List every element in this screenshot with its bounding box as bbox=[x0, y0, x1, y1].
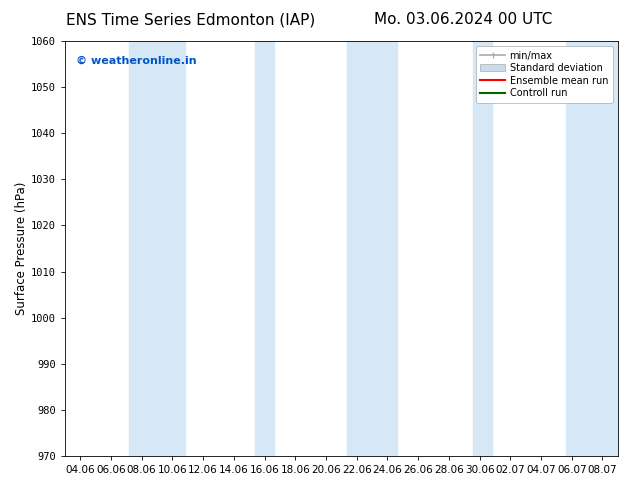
Bar bbox=[347, 41, 397, 456]
Text: Mo. 03.06.2024 00 UTC: Mo. 03.06.2024 00 UTC bbox=[373, 12, 552, 27]
Text: © weatheronline.in: © weatheronline.in bbox=[76, 55, 197, 66]
Legend: min/max, Standard deviation, Ensemble mean run, Controll run: min/max, Standard deviation, Ensemble me… bbox=[476, 46, 613, 103]
Bar bbox=[474, 41, 492, 456]
Bar bbox=[566, 41, 618, 456]
Text: ENS Time Series Edmonton (IAP): ENS Time Series Edmonton (IAP) bbox=[65, 12, 315, 27]
Y-axis label: Surface Pressure (hPa): Surface Pressure (hPa) bbox=[15, 182, 28, 315]
Bar bbox=[256, 41, 274, 456]
Bar bbox=[129, 41, 184, 456]
